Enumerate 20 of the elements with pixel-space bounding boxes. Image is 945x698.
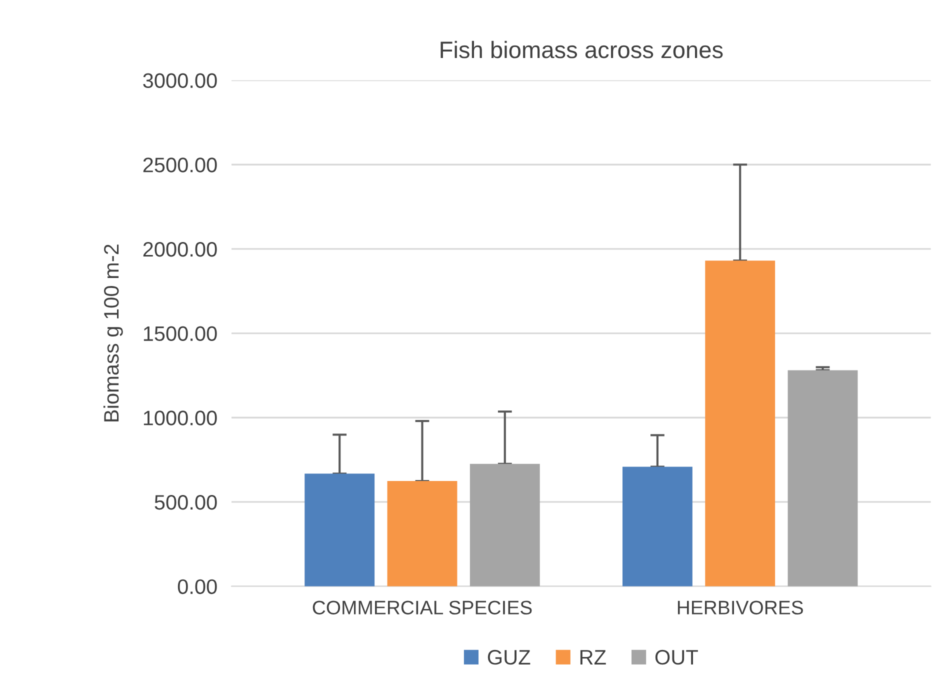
legend-label: OUT: [655, 650, 698, 665]
bar: [705, 260, 776, 586]
y-tick-label: 2500.00: [143, 158, 217, 172]
y-tick-label: 2000.00: [143, 242, 217, 257]
x-tick-label: HERBIVORES: [678, 600, 803, 614]
y-tick-label: 500.00: [154, 494, 217, 510]
bar: [304, 474, 375, 586]
y-tick-label: 0.00: [178, 579, 217, 594]
chart-title: Fish biomass across zones: [440, 40, 723, 58]
y-tick-label: 3000.00: [143, 73, 217, 88]
bar: [470, 464, 540, 586]
bar: [387, 481, 458, 586]
x-tick-label: COMMERCIAL SPECIES: [312, 600, 532, 614]
legend-label: GUZ: [488, 650, 530, 665]
bar: [622, 466, 692, 586]
y-tick-label: 1000.00: [144, 410, 217, 426]
legend-label: RZ: [580, 650, 606, 664]
y-axis-title: Biomass g 100 m-2: [103, 244, 123, 422]
bar: [788, 370, 858, 586]
y-tick-label: 1500.00: [144, 326, 217, 342]
